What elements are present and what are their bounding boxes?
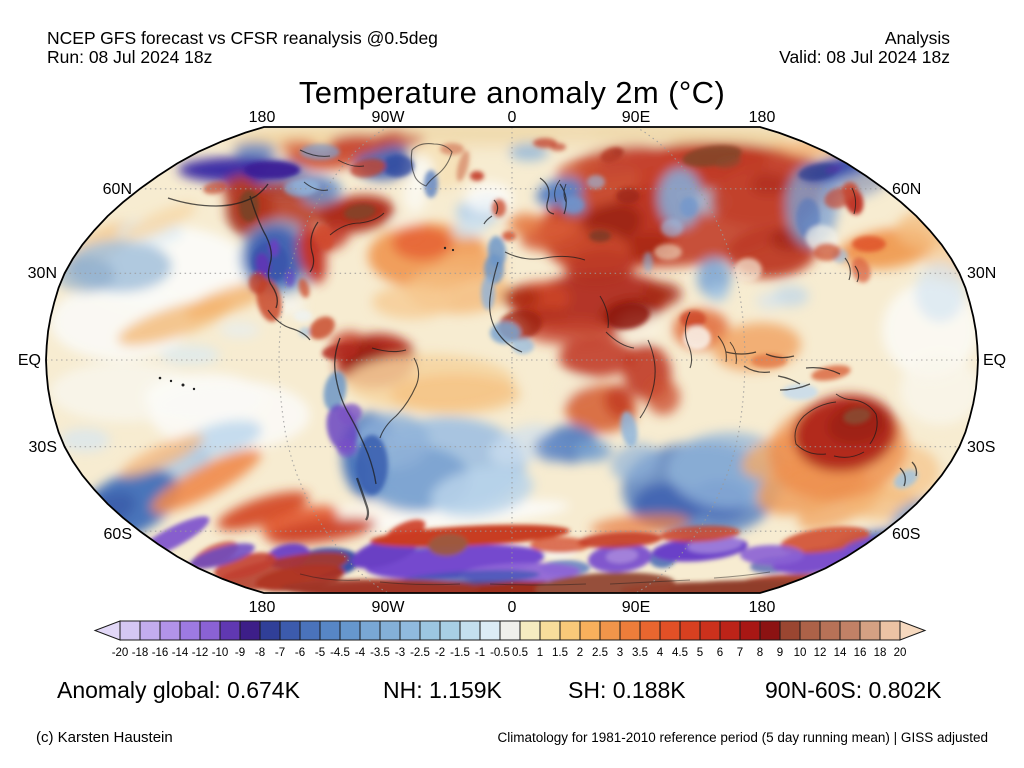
svg-text:-12: -12 [192, 647, 209, 659]
svg-text:Analysis: Analysis [885, 28, 950, 48]
svg-text:90E: 90E [622, 599, 650, 616]
svg-text:3.5: 3.5 [632, 647, 648, 659]
svg-text:-4.5: -4.5 [330, 647, 350, 659]
svg-text:60S: 60S [892, 526, 920, 543]
svg-text:8: 8 [757, 647, 763, 659]
svg-text:30S: 30S [967, 439, 995, 456]
svg-text:90N-60S: 0.802K: 90N-60S: 0.802K [765, 677, 942, 703]
svg-text:9: 9 [777, 647, 783, 659]
svg-text:-3: -3 [395, 647, 405, 659]
svg-text:-9: -9 [235, 647, 245, 659]
svg-text:NCEP GFS forecast vs CFSR rean: NCEP GFS forecast vs CFSR reanalysis @0.… [47, 28, 438, 48]
svg-text:-8: -8 [255, 647, 265, 659]
svg-text:16: 16 [854, 647, 867, 659]
svg-text:-14: -14 [172, 647, 189, 659]
svg-text:4.5: 4.5 [672, 647, 688, 659]
svg-text:1.5: 1.5 [552, 647, 568, 659]
svg-text:3: 3 [617, 647, 623, 659]
svg-text:30N: 30N [28, 265, 57, 282]
svg-text:180: 180 [249, 109, 276, 126]
svg-text:-2: -2 [435, 647, 445, 659]
svg-text:Anomaly global: 0.674K: Anomaly global: 0.674K [57, 677, 301, 703]
svg-text:-4: -4 [355, 647, 366, 659]
svg-text:-3.5: -3.5 [370, 647, 390, 659]
svg-text:90W: 90W [372, 599, 406, 616]
svg-text:EQ: EQ [18, 352, 41, 369]
svg-text:-10: -10 [212, 647, 229, 659]
svg-text:2.5: 2.5 [592, 647, 608, 659]
svg-text:60N: 60N [103, 181, 132, 198]
svg-text:90E: 90E [622, 109, 650, 126]
svg-text:18: 18 [874, 647, 887, 659]
svg-text:180: 180 [249, 599, 276, 616]
svg-text:4: 4 [657, 647, 664, 659]
svg-text:EQ: EQ [983, 352, 1006, 369]
svg-text:Climatology for 1981-2010 refe: Climatology for 1981-2010 reference peri… [497, 730, 988, 745]
svg-text:-2.5: -2.5 [410, 647, 430, 659]
svg-text:Run: 08 Jul 2024 18z: Run: 08 Jul 2024 18z [47, 47, 212, 67]
svg-text:20: 20 [894, 647, 907, 659]
svg-text:-1: -1 [475, 647, 485, 659]
svg-text:5: 5 [697, 647, 703, 659]
svg-text:1: 1 [537, 647, 543, 659]
svg-text:30N: 30N [967, 265, 996, 282]
svg-text:0: 0 [508, 599, 517, 616]
svg-text:30S: 30S [29, 439, 57, 456]
svg-text:0.5: 0.5 [512, 647, 528, 659]
svg-text:(c) Karsten Haustein: (c) Karsten Haustein [36, 729, 173, 746]
svg-text:Valid: 08 Jul 2024 18z: Valid: 08 Jul 2024 18z [779, 47, 950, 67]
svg-text:-5: -5 [315, 647, 325, 659]
svg-text:NH: 1.159K: NH: 1.159K [383, 677, 503, 703]
svg-text:SH: 0.188K: SH: 0.188K [568, 677, 686, 703]
svg-text:-7: -7 [275, 647, 285, 659]
svg-text:14: 14 [834, 647, 847, 659]
svg-text:Temperature anomaly 2m (°C): Temperature anomaly 2m (°C) [299, 75, 725, 110]
svg-text:12: 12 [814, 647, 827, 659]
svg-text:-6: -6 [295, 647, 305, 659]
svg-text:6: 6 [717, 647, 723, 659]
svg-text:180: 180 [749, 599, 776, 616]
svg-text:-1.5: -1.5 [450, 647, 470, 659]
svg-text:180: 180 [749, 109, 776, 126]
svg-text:-0.5: -0.5 [490, 647, 510, 659]
svg-text:60S: 60S [104, 526, 132, 543]
svg-text:-18: -18 [132, 647, 149, 659]
svg-text:7: 7 [737, 647, 743, 659]
svg-text:60N: 60N [892, 181, 921, 198]
svg-text:2: 2 [577, 647, 583, 659]
svg-text:-20: -20 [112, 647, 129, 659]
svg-text:90W: 90W [372, 109, 406, 126]
svg-text:10: 10 [794, 647, 807, 659]
svg-text:0: 0 [508, 109, 517, 126]
svg-text:-16: -16 [152, 647, 169, 659]
